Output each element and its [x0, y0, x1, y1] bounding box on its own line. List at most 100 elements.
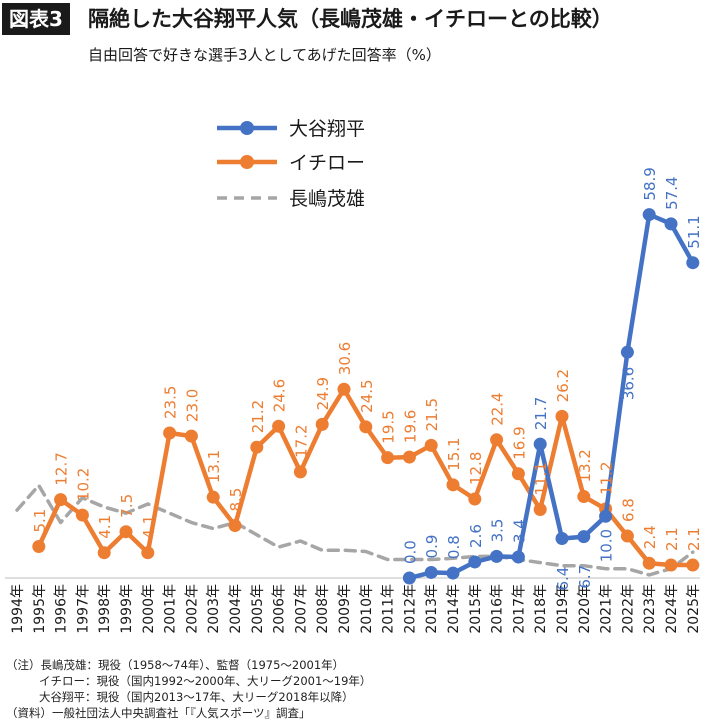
x-tick-label: 1995年 [32, 584, 48, 634]
data-label: 0.8 [445, 535, 463, 559]
x-tick-label: 2025年 [686, 584, 702, 634]
data-point [642, 208, 656, 222]
x-tick-label: 2004年 [228, 584, 244, 634]
data-point [577, 530, 591, 544]
data-point [664, 217, 678, 231]
data-label: 16.9 [510, 426, 528, 459]
data-label: 23.0 [183, 389, 201, 422]
data-label: 8.5 [227, 488, 245, 512]
data-point [446, 566, 460, 580]
x-tick-label: 2019年 [555, 584, 571, 634]
data-label: 21.7 [532, 397, 550, 430]
data-point [359, 420, 373, 434]
note-nagashima: （注）長嶋茂雄：現役（1958〜74年）、監督（1975〜2001年） [6, 658, 345, 672]
data-label: 23.5 [162, 386, 180, 419]
data-label: 4.1 [96, 515, 114, 539]
data-point [424, 565, 438, 579]
title-row: 図表3 隔絶した大谷翔平人気（長嶋茂雄・イチローとの比較） [0, 0, 710, 40]
data-point [381, 451, 395, 465]
x-tick-label: 2007年 [293, 584, 309, 634]
data-label: 10.2 [74, 468, 92, 501]
data-label: 19.6 [401, 410, 419, 443]
x-tick-label: 2012年 [402, 584, 418, 634]
line-chart: 1994年 1995年 1996年 1997年 1998年 1999年 2000年 2001年… [5, 118, 703, 634]
x-tick-label: 2015年 [468, 584, 484, 634]
note-source: （資料）一般社団法人中央調査社「『人気スポーツ』調査」 [6, 706, 311, 720]
note-ohtani: 大谷翔平：現役（国内2013〜17年、大リーグ2018年以降） [39, 690, 354, 704]
x-tick-label: 2002年 [184, 584, 200, 634]
x-tick-label: 1999年 [119, 584, 135, 634]
data-point [533, 437, 547, 451]
data-label: 57.4 [663, 176, 681, 209]
x-tick-label: 2018年 [533, 584, 549, 634]
data-label: 4.1 [140, 515, 158, 539]
x-tick-label: 2024年 [664, 584, 680, 634]
data-label: 5.1 [31, 509, 49, 533]
data-label: 10.0 [598, 529, 616, 562]
data-label: 13.1 [205, 450, 223, 483]
data-point [337, 382, 351, 396]
data-point [272, 419, 286, 433]
x-tick-label: 2010年 [359, 584, 375, 634]
data-label: 21.2 [249, 400, 267, 433]
data-point [424, 438, 438, 452]
x-tick-label: 2001年 [163, 584, 179, 634]
x-tick-label: 2009年 [337, 584, 353, 634]
x-tick-label: 2017年 [511, 584, 527, 634]
data-label: 22.4 [489, 392, 507, 425]
data-label: 24.9 [314, 377, 332, 410]
x-tick-label: 1996年 [54, 584, 70, 634]
data-point [490, 433, 504, 447]
x-tick-label: 1997年 [75, 584, 91, 634]
data-point [402, 571, 416, 585]
legend-label: 大谷翔平 [289, 118, 365, 140]
data-point [511, 550, 525, 564]
x-tick-label: 2022年 [620, 584, 636, 634]
data-point [97, 546, 111, 560]
x-tick-label: 2020年 [577, 584, 593, 634]
data-point [293, 465, 307, 479]
data-label: 21.5 [423, 398, 441, 431]
data-point [468, 555, 482, 569]
data-point [511, 467, 525, 481]
x-tick-label: 2005年 [250, 584, 266, 634]
legend-label: イチロー [289, 152, 365, 174]
data-label: 24.5 [358, 379, 376, 412]
data-label: 12.7 [53, 452, 71, 485]
legend-swatch-marker [240, 155, 254, 169]
data-label: 11.1 [532, 462, 550, 495]
data-label: 30.6 [336, 342, 354, 375]
data-label: 7.5 [118, 494, 136, 518]
figure-badge: 図表3 [2, 3, 70, 35]
data-label: 0.0 [401, 540, 419, 564]
data-point [686, 256, 700, 270]
series-line-2 [15, 483, 695, 577]
data-point [250, 440, 264, 454]
data-point [402, 450, 416, 464]
data-label: 2.1 [663, 527, 681, 551]
data-point [75, 508, 89, 522]
data-point [163, 426, 177, 440]
data-point [664, 558, 678, 572]
data-point [490, 549, 504, 563]
data-label: 24.6 [271, 379, 289, 412]
data-label: 13.2 [576, 449, 594, 482]
x-tick-label: 2008年 [315, 584, 331, 634]
data-label: 12.8 [467, 452, 485, 485]
data-label: 6.7 [576, 565, 594, 589]
data-label: 58.9 [641, 167, 659, 200]
data-label: 2.6 [467, 524, 485, 548]
x-tick-label: 2011年 [381, 584, 397, 634]
data-point [555, 409, 569, 423]
series-line-0 [407, 212, 696, 581]
data-label: 15.1 [445, 437, 463, 470]
data-label: 36.6 [619, 367, 637, 400]
data-point [141, 546, 155, 560]
data-point [620, 529, 634, 543]
data-label: 3.4 [510, 519, 528, 543]
x-tick-label: 2016年 [490, 584, 506, 634]
data-point [620, 345, 634, 359]
data-label: 26.2 [554, 369, 572, 402]
data-point [119, 525, 133, 539]
data-label: 6.4 [554, 567, 572, 591]
